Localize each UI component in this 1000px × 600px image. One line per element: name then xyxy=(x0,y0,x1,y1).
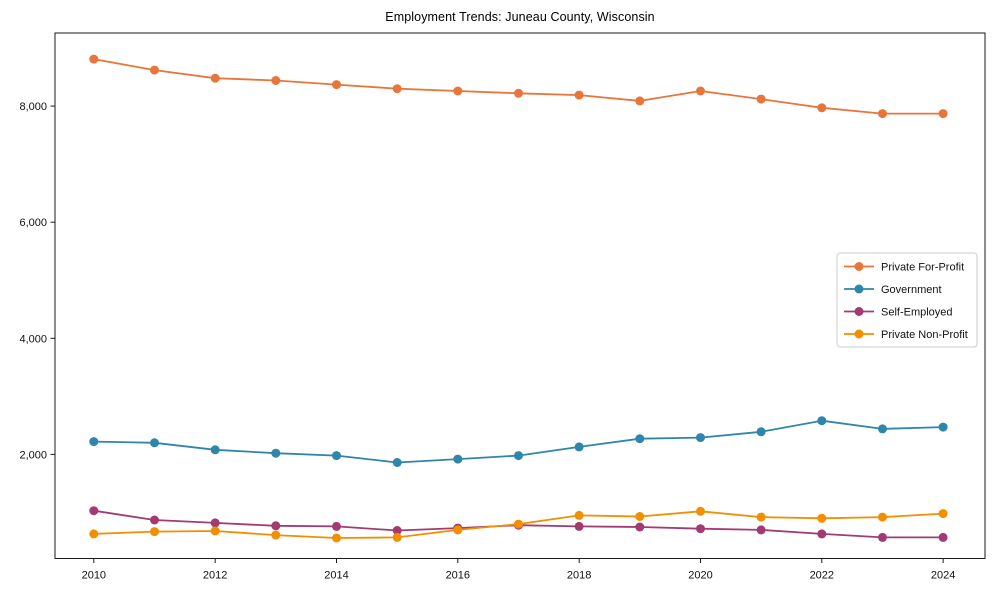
data-point-private-non-profit-2019 xyxy=(635,512,645,521)
legend-label: Government xyxy=(881,284,942,296)
series-government xyxy=(89,416,948,467)
data-point-private-for-profit-2024 xyxy=(938,109,948,119)
plot-area-frame xyxy=(54,32,986,559)
y-tick-label: 6,000 xyxy=(19,217,47,229)
legend-label: Private For-Profit xyxy=(881,262,964,274)
data-point-government-2019 xyxy=(635,434,645,444)
y-tick-label: 4,000 xyxy=(19,333,47,345)
legend-entry-private-non-profit: Private Non-Profit xyxy=(844,329,968,341)
data-point-self-employed-2019 xyxy=(635,522,645,532)
data-point-private-non-profit-2020 xyxy=(696,506,705,516)
legend-entry-self-employed: Self-Employed xyxy=(844,307,953,319)
legend-marker xyxy=(854,284,864,294)
data-point-government-2023 xyxy=(878,424,887,434)
data-point-private-for-profit-2021 xyxy=(756,94,766,104)
legend-entry-private-for-profit: Private For-Profit xyxy=(844,262,964,274)
data-point-private-non-profit-2014 xyxy=(332,533,341,543)
data-point-self-employed-2018 xyxy=(574,521,584,531)
x-axis: 2010 2012 2014 2016 2018 2020 2022 2024 xyxy=(82,558,955,582)
data-point-self-employed-2023 xyxy=(878,532,887,542)
series-private-for-profit xyxy=(89,54,948,119)
data-point-private-for-profit-2012 xyxy=(210,73,220,83)
data-point-government-2022 xyxy=(817,416,827,426)
data-point-government-2011 xyxy=(150,438,159,448)
legend-marker xyxy=(854,262,864,271)
data-point-self-employed-2022 xyxy=(817,529,827,539)
x-tick-label: 2014 xyxy=(324,570,348,582)
data-point-government-2016 xyxy=(453,454,463,464)
data-point-private-for-profit-2022 xyxy=(817,103,827,113)
chart-title: Employment Trends: Juneau County, Wiscon… xyxy=(385,10,655,24)
series-private-non-profit xyxy=(89,506,948,543)
x-tick-label: 2024 xyxy=(931,570,955,582)
data-point-private-non-profit-2022 xyxy=(817,513,827,523)
legend-marker xyxy=(854,307,864,316)
data-point-self-employed-2012 xyxy=(210,518,220,528)
data-point-government-2024 xyxy=(938,422,948,432)
data-point-government-2012 xyxy=(210,445,220,455)
data-point-self-employed-2011 xyxy=(150,515,159,525)
data-point-private-for-profit-2015 xyxy=(392,84,402,94)
y-tick-label: 2,000 xyxy=(19,449,47,461)
x-tick-label: 2016 xyxy=(446,570,470,582)
data-point-private-non-profit-2018 xyxy=(574,510,584,520)
data-point-private-non-profit-2013 xyxy=(271,530,281,540)
data-point-private-for-profit-2014 xyxy=(332,80,341,90)
y-tick-label: 8,000 xyxy=(19,101,47,113)
data-point-private-for-profit-2013 xyxy=(271,76,281,85)
data-point-self-employed-2013 xyxy=(271,521,281,531)
data-point-private-non-profit-2015 xyxy=(392,532,402,542)
data-point-private-for-profit-2020 xyxy=(696,86,705,96)
x-tick-label: 2018 xyxy=(567,570,591,582)
data-point-private-non-profit-2016 xyxy=(453,525,463,535)
data-point-self-employed-2020 xyxy=(696,524,705,534)
x-tick-label: 2010 xyxy=(82,570,106,582)
legend-label: Self-Employed xyxy=(881,307,953,319)
legend-entry-government: Government xyxy=(844,284,942,296)
data-point-self-employed-2015 xyxy=(392,526,402,535)
data-point-government-2014 xyxy=(332,451,341,461)
data-point-private-for-profit-2018 xyxy=(574,90,584,100)
data-point-government-2020 xyxy=(696,433,705,443)
data-point-private-for-profit-2010 xyxy=(89,54,99,64)
data-point-self-employed-2010 xyxy=(89,506,99,516)
data-point-private-non-profit-2023 xyxy=(878,512,887,522)
x-tick-label: 2020 xyxy=(688,570,712,582)
data-point-private-for-profit-2011 xyxy=(150,65,159,75)
data-point-government-2017 xyxy=(514,451,523,461)
data-point-private-non-profit-2011 xyxy=(150,527,159,537)
data-point-private-for-profit-2023 xyxy=(878,109,887,119)
data-point-private-for-profit-2017 xyxy=(514,88,523,98)
data-point-private-for-profit-2016 xyxy=(453,86,463,96)
data-point-government-2010 xyxy=(89,437,99,447)
data-point-self-employed-2024 xyxy=(938,532,948,542)
data-point-private-non-profit-2021 xyxy=(756,512,766,522)
data-point-private-non-profit-2024 xyxy=(938,509,948,519)
y-axis: 2,000 4,000 6,000 8,000 xyxy=(19,101,55,461)
data-point-self-employed-2021 xyxy=(756,525,766,535)
data-point-government-2021 xyxy=(756,427,766,437)
legend-box xyxy=(836,252,978,348)
data-point-government-2018 xyxy=(574,442,584,452)
data-point-private-non-profit-2017 xyxy=(514,519,523,529)
data-point-private-non-profit-2010 xyxy=(89,529,99,539)
series-line-private-for-profit xyxy=(92,58,944,115)
data-point-private-non-profit-2012 xyxy=(210,526,220,536)
data-point-private-for-profit-2019 xyxy=(635,96,645,106)
legend-marker xyxy=(854,329,864,339)
legend-label: Private Non-Profit xyxy=(881,329,968,341)
legend: Private For-Profit Government Self-Employe… xyxy=(836,252,978,348)
x-tick-label: 2012 xyxy=(203,570,227,582)
data-point-government-2013 xyxy=(271,448,281,458)
data-point-government-2015 xyxy=(392,458,402,467)
data-point-self-employed-2014 xyxy=(332,521,341,531)
x-tick-label: 2022 xyxy=(810,570,834,582)
